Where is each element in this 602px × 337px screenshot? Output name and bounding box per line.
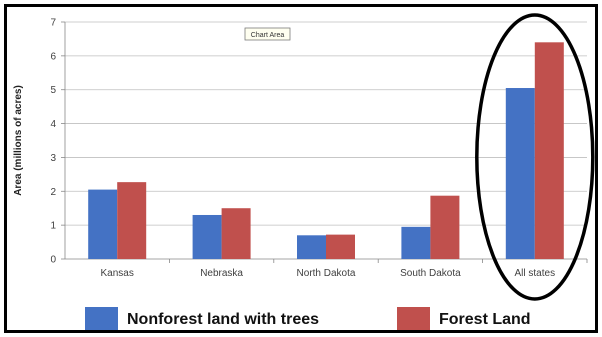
bar-forest-land-south-dakota — [430, 195, 460, 259]
bar-nonforest-land-with-trees-nebraska — [192, 214, 222, 259]
tick-labels: 0 1 2 3 4 5 6 7 Kansas Nebraska North Dakota South … — [50, 18, 555, 280]
y-tick-label: 3 — [50, 153, 56, 164]
y-tick-label: 4 — [50, 119, 56, 130]
y-axis-title: Area (millions of acres) — [13, 85, 24, 196]
x-tick-label-north-dakota: North Dakota — [297, 268, 356, 279]
bar-forest-land-kansas — [117, 182, 147, 259]
y-tick-label: 1 — [50, 221, 56, 232]
gridlines — [65, 21, 587, 226]
bar-forest-land-north-dakota — [326, 234, 355, 259]
y-tick-label: 7 — [50, 18, 56, 29]
legend-label-forest-land: Forest Land — [439, 311, 531, 328]
legend-label-nonforest-land-with-trees: Nonforest land with trees — [127, 311, 319, 328]
y-tick-label: 6 — [50, 51, 56, 62]
bar-nonforest-land-with-trees-south-dakota — [401, 226, 431, 259]
bar-chart: 0 1 2 3 4 5 6 7 Kansas Nebraska North Dakota South … — [13, 13, 595, 330]
legend-swatch-nonforest-land-with-trees — [85, 307, 118, 330]
bars — [88, 42, 564, 260]
x-tick-label-all-states: All states — [515, 268, 556, 279]
legend: Nonforest land with trees Forest Land — [85, 307, 531, 330]
x-tick-label-nebraska: Nebraska — [200, 268, 243, 279]
y-tick-label: 5 — [50, 85, 56, 96]
bar-nonforest-land-with-trees-all-states — [505, 88, 535, 260]
bar-forest-land-nebraska — [221, 208, 251, 259]
highlight-ellipse — [475, 13, 595, 301]
chart-area-tooltip: Chart Area — [244, 27, 291, 41]
bar-nonforest-land-with-trees-kansas — [88, 189, 118, 259]
y-tick-label: 0 — [50, 255, 56, 266]
x-tick-label-south-dakota: South Dakota — [400, 268, 461, 279]
x-tick-label-kansas: Kansas — [101, 268, 134, 279]
bar-forest-land-all-states — [534, 42, 564, 259]
bar-nonforest-land-with-trees-north-dakota — [297, 235, 326, 259]
y-tick-label: 2 — [50, 187, 56, 198]
chart-frame: 0 1 2 3 4 5 6 7 Kansas Nebraska North Dakota South … — [4, 4, 598, 333]
chart-area-tooltip-text: Chart Area — [251, 32, 285, 39]
legend-swatch-forest-land — [397, 307, 430, 330]
